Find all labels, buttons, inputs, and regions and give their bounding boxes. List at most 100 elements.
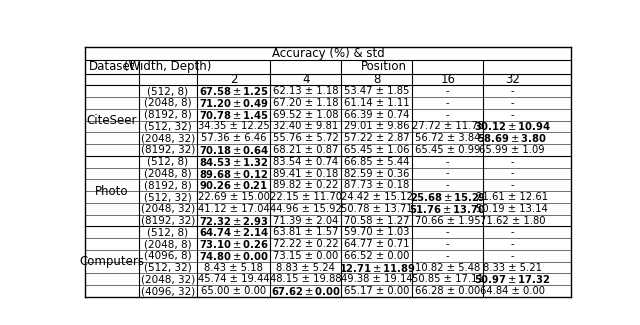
Text: 50.85 ± 17.11: 50.85 ± 17.11 (412, 274, 484, 284)
Text: 32.40 ± 9.81: 32.40 ± 9.81 (273, 122, 339, 131)
Text: 4: 4 (302, 73, 310, 86)
Text: -: - (511, 98, 514, 108)
Text: -: - (446, 157, 449, 167)
Text: (512, 32): (512, 32) (144, 122, 191, 131)
Text: -: - (446, 86, 449, 96)
Text: 21.61 ± 12.61: 21.61 ± 12.61 (476, 192, 548, 202)
Text: -: - (446, 251, 449, 261)
Text: 71.39 ± 2.04: 71.39 ± 2.04 (273, 215, 339, 226)
Text: 22.15 ± 11.70: 22.15 ± 11.70 (270, 192, 342, 202)
Text: 70.58 ± 1.27: 70.58 ± 1.27 (344, 215, 410, 226)
Text: 73.15 ± 0.00: 73.15 ± 0.00 (273, 251, 339, 261)
Text: 65.45 ± 1.06: 65.45 ± 1.06 (344, 145, 410, 155)
Text: 56.72 ± 3.84: 56.72 ± 3.84 (415, 133, 481, 143)
Text: 83.54 ± 0.74: 83.54 ± 0.74 (273, 157, 339, 167)
Text: 67.20 ± 1.18: 67.20 ± 1.18 (273, 98, 339, 108)
Text: $\mathbf{12.71} \pm \mathbf{11.89}$: $\mathbf{12.71} \pm \mathbf{11.89}$ (339, 262, 415, 274)
Text: (512, 8): (512, 8) (147, 86, 188, 96)
Text: (2048, 32): (2048, 32) (141, 274, 195, 284)
Text: -: - (511, 110, 514, 120)
Text: (4096, 8): (4096, 8) (144, 251, 191, 261)
Text: 22.69 ± 15.00: 22.69 ± 15.00 (198, 192, 269, 202)
Text: 41.12 ± 17.04: 41.12 ± 17.04 (198, 204, 269, 214)
Text: $\mathbf{89.68} \pm \mathbf{0.12}$: $\mathbf{89.68} \pm \mathbf{0.12}$ (199, 167, 269, 179)
Text: (2048, 8): (2048, 8) (144, 168, 191, 178)
Text: 34.35 ± 12.25: 34.35 ± 12.25 (198, 122, 269, 131)
Text: $\mathbf{73.10} \pm \mathbf{0.26}$: $\mathbf{73.10} \pm \mathbf{0.26}$ (199, 238, 269, 250)
Text: 59.70 ± 1.03: 59.70 ± 1.03 (344, 227, 410, 237)
Text: 66.28 ± 0.00: 66.28 ± 0.00 (415, 286, 481, 296)
Text: 87.73 ± 0.18: 87.73 ± 0.18 (344, 180, 410, 190)
Text: $\mathbf{51.76} \pm \mathbf{13.70}$: $\mathbf{51.76} \pm \mathbf{13.70}$ (409, 203, 486, 215)
Text: Computers: Computers (79, 255, 144, 268)
Text: $\mathbf{58.69} \pm \mathbf{3.80}$: $\mathbf{58.69} \pm \mathbf{3.80}$ (477, 132, 547, 144)
Text: $\mathbf{70.78} \pm \mathbf{1.45}$: $\mathbf{70.78} \pm \mathbf{1.45}$ (199, 109, 269, 121)
Text: $\mathbf{67.62} \pm \mathbf{0.00}$: $\mathbf{67.62} \pm \mathbf{0.00}$ (271, 285, 341, 297)
Text: 45.74 ± 19.44: 45.74 ± 19.44 (198, 274, 269, 284)
Text: 57.22 ± 2.87: 57.22 ± 2.87 (344, 133, 410, 143)
Text: 8.83 ± 5.24: 8.83 ± 5.24 (276, 263, 335, 273)
Text: (512, 32): (512, 32) (144, 263, 191, 273)
Text: (8192, 32): (8192, 32) (141, 145, 195, 155)
Text: (512, 8): (512, 8) (147, 157, 188, 167)
Text: $\mathbf{25.68} \pm \mathbf{15.29}$: $\mathbf{25.68} \pm \mathbf{15.29}$ (410, 191, 486, 203)
Text: 8.43 ± 5.18: 8.43 ± 5.18 (204, 263, 263, 273)
Text: 64.77 ± 0.71: 64.77 ± 0.71 (344, 239, 410, 249)
Text: Position: Position (361, 60, 407, 73)
Text: -: - (446, 98, 449, 108)
Text: (512, 8): (512, 8) (147, 227, 188, 237)
Text: $\mathbf{64.74} \pm \mathbf{2.14}$: $\mathbf{64.74} \pm \mathbf{2.14}$ (198, 226, 269, 238)
Text: $\mathbf{70.18} \pm \mathbf{0.64}$: $\mathbf{70.18} \pm \mathbf{0.64}$ (198, 144, 269, 156)
Text: -: - (446, 168, 449, 178)
Text: (8192, 8): (8192, 8) (144, 180, 191, 190)
Text: 53.47 ± 1.85: 53.47 ± 1.85 (344, 86, 410, 96)
Text: $\mathbf{74.80} \pm \mathbf{0.00}$: $\mathbf{74.80} \pm \mathbf{0.00}$ (199, 250, 269, 262)
Text: -: - (511, 227, 514, 237)
Text: 62.13 ± 1.18: 62.13 ± 1.18 (273, 86, 339, 96)
Text: $\mathbf{72.32} \pm \mathbf{2.93}$: $\mathbf{72.32} \pm \mathbf{2.93}$ (199, 214, 269, 227)
Text: 24.42 ± 15.12: 24.42 ± 15.12 (341, 192, 413, 202)
Text: 72.22 ± 0.22: 72.22 ± 0.22 (273, 239, 339, 249)
Text: 65.99 ± 1.09: 65.99 ± 1.09 (479, 145, 545, 155)
Text: 64.84 ± 0.00: 64.84 ± 0.00 (480, 286, 545, 296)
Text: $\mathbf{30.12} \pm \mathbf{10.94}$: $\mathbf{30.12} \pm \mathbf{10.94}$ (474, 121, 551, 133)
Text: 89.41 ± 0.18: 89.41 ± 0.18 (273, 168, 339, 178)
Text: (2048, 8): (2048, 8) (144, 239, 191, 249)
Text: $\mathbf{50.97} \pm \mathbf{17.32}$: $\mathbf{50.97} \pm \mathbf{17.32}$ (474, 273, 550, 285)
Text: (2048, 32): (2048, 32) (141, 204, 195, 214)
Text: 70.66 ± 1.95: 70.66 ± 1.95 (415, 215, 481, 226)
Text: (4096, 32): (4096, 32) (141, 286, 195, 296)
Text: Dataset: Dataset (88, 60, 135, 73)
Text: 55.76 ± 5.72: 55.76 ± 5.72 (273, 133, 339, 143)
Text: 82.59 ± 0.36: 82.59 ± 0.36 (344, 168, 410, 178)
Text: 66.85 ± 5.44: 66.85 ± 5.44 (344, 157, 410, 167)
Text: (Width, Depth): (Width, Depth) (124, 60, 211, 73)
Text: 2: 2 (230, 73, 237, 86)
Text: -: - (511, 86, 514, 96)
Text: -: - (446, 239, 449, 249)
Text: $\mathbf{67.58} \pm \mathbf{1.25}$: $\mathbf{67.58} \pm \mathbf{1.25}$ (199, 85, 269, 97)
Text: -: - (446, 180, 449, 190)
Text: -: - (511, 239, 514, 249)
Text: $\mathbf{90.26} \pm \mathbf{0.21}$: $\mathbf{90.26} \pm \mathbf{0.21}$ (199, 179, 268, 191)
Text: 8.33 ± 5.21: 8.33 ± 5.21 (483, 263, 542, 273)
Text: 65.45 ± 0.99: 65.45 ± 0.99 (415, 145, 481, 155)
Text: 63.81 ± 1.57: 63.81 ± 1.57 (273, 227, 339, 237)
Text: (512, 32): (512, 32) (144, 192, 191, 202)
Text: 65.17 ± 0.00: 65.17 ± 0.00 (344, 286, 410, 296)
Text: CiteSeer: CiteSeer (86, 114, 137, 127)
Text: 71.62 ± 1.80: 71.62 ± 1.80 (479, 215, 545, 226)
Text: (2048, 32): (2048, 32) (141, 133, 195, 143)
Text: $\mathbf{71.20} \pm \mathbf{0.49}$: $\mathbf{71.20} \pm \mathbf{0.49}$ (199, 97, 268, 109)
Text: 10.82 ± 5.48: 10.82 ± 5.48 (415, 263, 481, 273)
Text: 69.52 ± 1.08: 69.52 ± 1.08 (273, 110, 339, 120)
Text: 57.36 ± 6.46: 57.36 ± 6.46 (201, 133, 266, 143)
Text: -: - (511, 168, 514, 178)
Text: 65.00 ± 0.00: 65.00 ± 0.00 (201, 286, 266, 296)
Text: 48.15 ± 19.88: 48.15 ± 19.88 (270, 274, 342, 284)
Text: 16: 16 (440, 73, 455, 86)
Text: -: - (511, 180, 514, 190)
Text: 66.39 ± 0.74: 66.39 ± 0.74 (344, 110, 410, 120)
Text: 49.38 ± 19.14: 49.38 ± 19.14 (341, 274, 413, 284)
Text: 68.21 ± 0.87: 68.21 ± 0.87 (273, 145, 339, 155)
